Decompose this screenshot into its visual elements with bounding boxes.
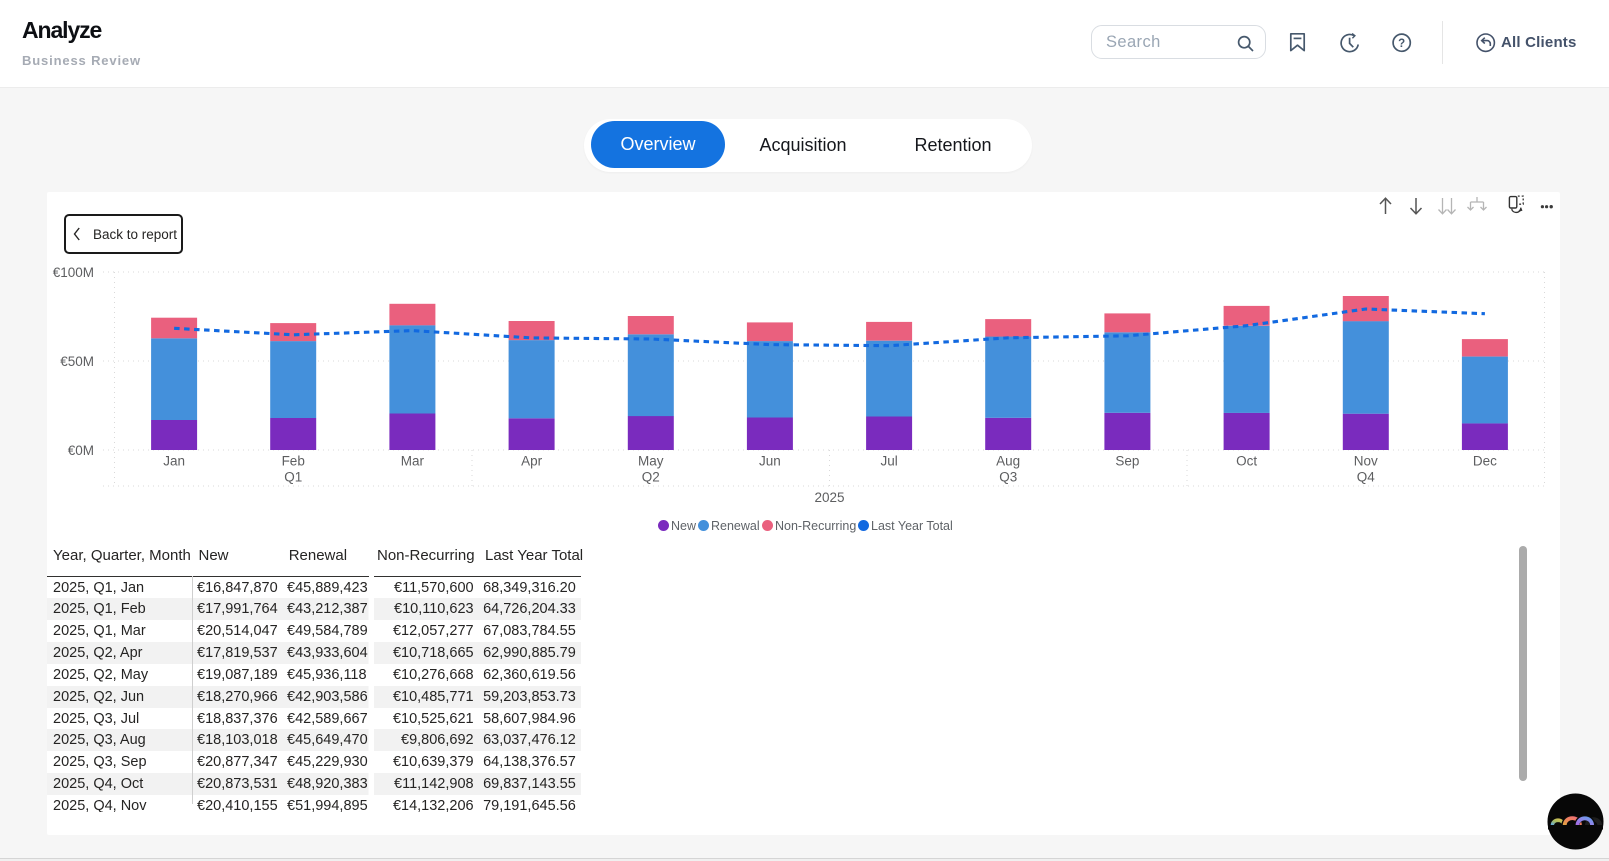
svg-text:Jan: Jan — [163, 454, 185, 469]
svg-text:Jul: Jul — [880, 454, 897, 469]
svg-text:Q4: Q4 — [1357, 470, 1376, 485]
svg-text:Aug: Aug — [996, 454, 1020, 469]
svg-text:Jun: Jun — [759, 454, 781, 469]
svg-text:Q2: Q2 — [642, 470, 660, 485]
svg-text:May: May — [638, 454, 664, 469]
svg-text:Mar: Mar — [401, 454, 425, 469]
svg-text:Apr: Apr — [521, 454, 543, 469]
svg-text:Feb: Feb — [282, 454, 305, 469]
svg-text:€50M: €50M — [60, 354, 94, 369]
svg-text:Sep: Sep — [1115, 454, 1139, 469]
svg-text:Nov: Nov — [1354, 454, 1378, 469]
svg-text:Q1: Q1 — [284, 470, 302, 485]
svg-text:Q3: Q3 — [999, 470, 1017, 485]
svg-text:?: ? — [1398, 38, 1405, 50]
svg-text:Oct: Oct — [1236, 454, 1257, 469]
svg-text:€0M: €0M — [68, 443, 94, 458]
svg-text:€100M: €100M — [53, 265, 94, 280]
svg-text:2025: 2025 — [814, 490, 844, 505]
svg-text:Dec: Dec — [1473, 454, 1497, 469]
